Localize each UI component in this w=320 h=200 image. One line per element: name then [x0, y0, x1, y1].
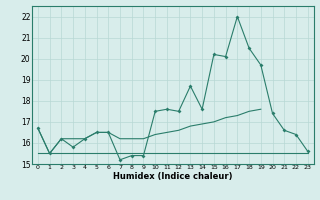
X-axis label: Humidex (Indice chaleur): Humidex (Indice chaleur) — [113, 172, 233, 181]
